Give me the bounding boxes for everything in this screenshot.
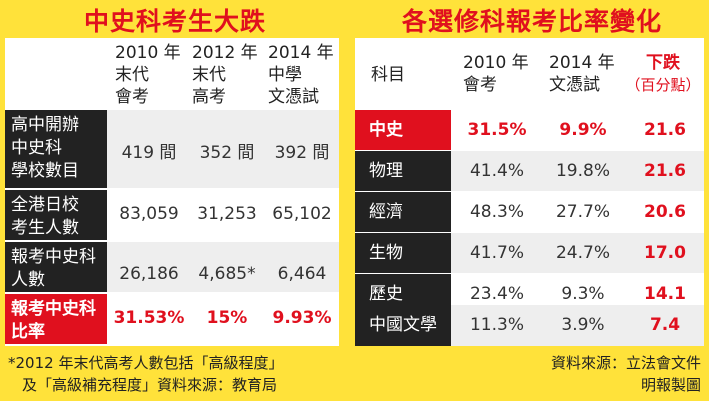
header-line: 高考 xyxy=(192,87,226,107)
cell-value: 17.0 xyxy=(644,243,686,263)
header-2014: 2014 年 文憑試 xyxy=(549,52,629,96)
cell-value: 24.7% xyxy=(555,243,610,263)
header-line: 2014 年 xyxy=(549,53,615,73)
row-label: 高中開辦 中史科 學校數目 xyxy=(5,110,107,188)
cell-value: 14.1 xyxy=(644,284,686,304)
cell-value: 27.7% xyxy=(555,202,610,222)
footnote-line: *2012 年末代高考人數包括「高級程度」 xyxy=(8,354,284,372)
cell-value: 352 間 xyxy=(199,143,255,163)
cell-value: 9.9% xyxy=(559,120,607,140)
row-label: 生物 xyxy=(355,233,451,273)
row-label-line: 比率 xyxy=(11,322,45,342)
table-row: 物理 41.4% 19.8% 21.6 xyxy=(355,151,704,191)
row-label-line: 學校數目 xyxy=(11,161,79,181)
left-footnote: *2012 年末代高考人數包括「高級程度」 及「高級補充程度」資料來源：教育局 xyxy=(8,352,283,396)
header-2014: 2014 年 中學 文憑試 xyxy=(268,42,338,108)
cell-value: 31.5% xyxy=(467,120,527,140)
cell-value: 31,253 xyxy=(197,204,257,224)
header-line: 2010 年 xyxy=(115,43,181,63)
row-label-line: 報考中史科 xyxy=(11,299,96,319)
row-label-line: 高中開辦 xyxy=(11,115,79,135)
cell-value: 19.8% xyxy=(555,161,610,181)
table-row: 全港日校 考生人數 83,059 31,253 65,102 xyxy=(5,190,339,240)
cell-value: 20.6 xyxy=(644,202,686,222)
right-source: 資料來源：立法會文件 明報製圖 xyxy=(551,352,701,396)
cell-value: 23.4% xyxy=(469,284,524,304)
row-label-line: 考生人數 xyxy=(11,218,79,238)
row-label-line: 中史科 xyxy=(11,138,62,158)
cell-value: 65,102 xyxy=(272,204,332,224)
header-subject: 科目 xyxy=(371,65,405,85)
row-label: 中史 xyxy=(355,110,451,150)
header-line: 中學 xyxy=(268,65,302,85)
cell-value: 41.4% xyxy=(469,161,524,181)
row-label-line: 全港日校 xyxy=(11,195,79,215)
header-line: 2014 年 xyxy=(268,43,334,63)
cell-value: 15% xyxy=(206,308,248,328)
header-line: 文憑試 xyxy=(268,87,319,107)
cell-value: 21.6 xyxy=(644,120,686,140)
cell-value: 3.9% xyxy=(561,315,605,335)
left-table: 2010 年 末代 會考 2012 年 末代 高考 2014 年 中學 文憑試 … xyxy=(5,38,339,346)
footnote-line: 及「高級補充程度」資料來源：教育局 xyxy=(22,376,278,394)
row-label: 物理 xyxy=(355,151,451,191)
cell-value: 9.3% xyxy=(561,284,605,304)
cell-value: 9.93% xyxy=(272,308,332,328)
table-row: 歷史 23.4% 9.3% 14.1 xyxy=(355,274,704,314)
row-label: 報考中史科 比率 xyxy=(5,294,107,344)
header-line: 下跌 xyxy=(646,53,680,73)
source-line: 資料來源：立法會文件 xyxy=(550,354,701,372)
cell-value: 419 間 xyxy=(121,143,177,163)
row-label-line: 報考中史科 xyxy=(11,247,96,267)
header-line: 末代 xyxy=(192,65,226,85)
row-label: 全港日校 考生人數 xyxy=(5,190,107,240)
cell-value: 7.4 xyxy=(649,315,681,335)
cell-value: 21.6 xyxy=(644,161,686,181)
right-table-title: 各選修科報考比率變化 xyxy=(401,7,662,36)
row-label-line: 人數 xyxy=(11,270,45,290)
header-2012: 2012 年 末代 高考 xyxy=(192,42,262,108)
header-line: 會考 xyxy=(463,75,497,95)
header-drop: 下跌 （百分點） xyxy=(623,52,703,96)
row-label: 經濟 xyxy=(355,192,451,232)
header-line: 末代 xyxy=(115,65,149,85)
table-row: 生物 41.7% 24.7% 17.0 xyxy=(355,233,704,273)
header-line: （百分點） xyxy=(625,76,701,94)
table-row-highlight: 報考中史科 比率 31.53% 15% 9.93% xyxy=(5,294,339,344)
header-line: 會考 xyxy=(115,87,149,107)
header-line: 文憑試 xyxy=(549,75,600,95)
cell-value: 83,059 xyxy=(119,204,179,224)
header-line: 2012 年 xyxy=(192,43,258,63)
left-table-title: 中史科考生大跌 xyxy=(83,7,266,36)
cell-value: 26,186 xyxy=(119,264,179,284)
table-row: 中國文學 11.3% 3.9% 7.4 xyxy=(355,305,704,346)
header-2010: 2010 年 會考 xyxy=(463,52,543,96)
cell-value: 4,685* xyxy=(198,264,256,284)
credit-line: 明報製圖 xyxy=(640,376,701,394)
cell-value: 11.3% xyxy=(469,315,524,335)
cell-value: 392 間 xyxy=(274,143,330,163)
table-row: 報考中史科 人數 26,186 4,685* 6,464 xyxy=(5,242,339,292)
cell-value: 48.3% xyxy=(469,202,524,222)
table-row: 經濟 48.3% 27.7% 20.6 xyxy=(355,192,704,232)
cell-value: 31.53% xyxy=(113,308,185,328)
header-line: 2010 年 xyxy=(463,53,529,73)
row-label: 報考中史科 人數 xyxy=(5,242,107,292)
row-label: 中國文學 xyxy=(355,305,451,346)
table-row-highlight: 中史 31.5% 9.9% 21.6 xyxy=(355,110,704,150)
cell-value: 41.7% xyxy=(469,243,524,263)
right-table: 科目 2010 年 會考 2014 年 文憑試 下跌 （百分點） 中史 31.5… xyxy=(355,38,704,346)
table-row: 高中開辦 中史科 學校數目 419 間 352 間 392 間 xyxy=(5,110,339,188)
header-2010: 2010 年 末代 會考 xyxy=(115,42,183,108)
cell-value: 6,464 xyxy=(277,264,327,284)
